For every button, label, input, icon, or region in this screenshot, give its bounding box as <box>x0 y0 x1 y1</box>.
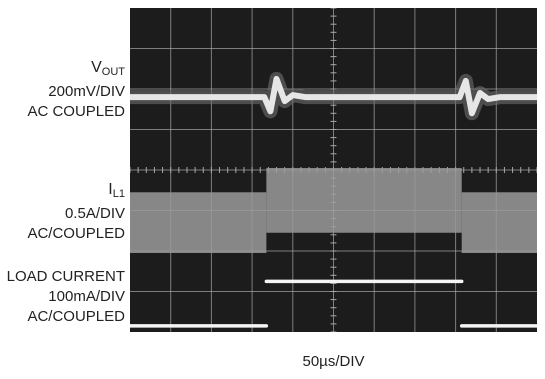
traces <box>130 71 537 328</box>
vout-scale: 200mV/DIV <box>48 83 125 100</box>
il1-envelope-segment-3 <box>461 192 537 254</box>
il1-coupling: AC/COUPLED <box>27 225 125 242</box>
oscilloscope-screen <box>130 8 537 332</box>
il1-scale: 0.5A/DIV <box>64 205 125 222</box>
vout-trace <box>130 75 537 117</box>
load-coupling: AC/COUPLED <box>27 308 125 325</box>
il1-envelope-segment-1 <box>130 192 267 254</box>
load-label: LOAD CURRENT 100mA/DIV AC/COUPLED <box>7 267 125 327</box>
vout-label: VOUT 200mV/DIV AC COUPLED <box>27 58 125 122</box>
x-axis-label: 50µs/DIV <box>302 353 365 370</box>
il1-subscript: L1 <box>112 188 125 200</box>
vout-subscript: OUT <box>101 66 125 78</box>
il1-label: IL1 0.5A/DIV AC/COUPLED <box>27 180 125 244</box>
il1-envelope-segment-2 <box>266 167 462 233</box>
load-name: LOAD CURRENT <box>6 268 125 285</box>
il1-symbol: IL1 <box>108 181 125 200</box>
vout-coupling: AC COUPLED <box>27 103 125 120</box>
vout-symbol: VOUT <box>91 59 125 78</box>
load-scale: 100mA/DIV <box>48 288 125 305</box>
